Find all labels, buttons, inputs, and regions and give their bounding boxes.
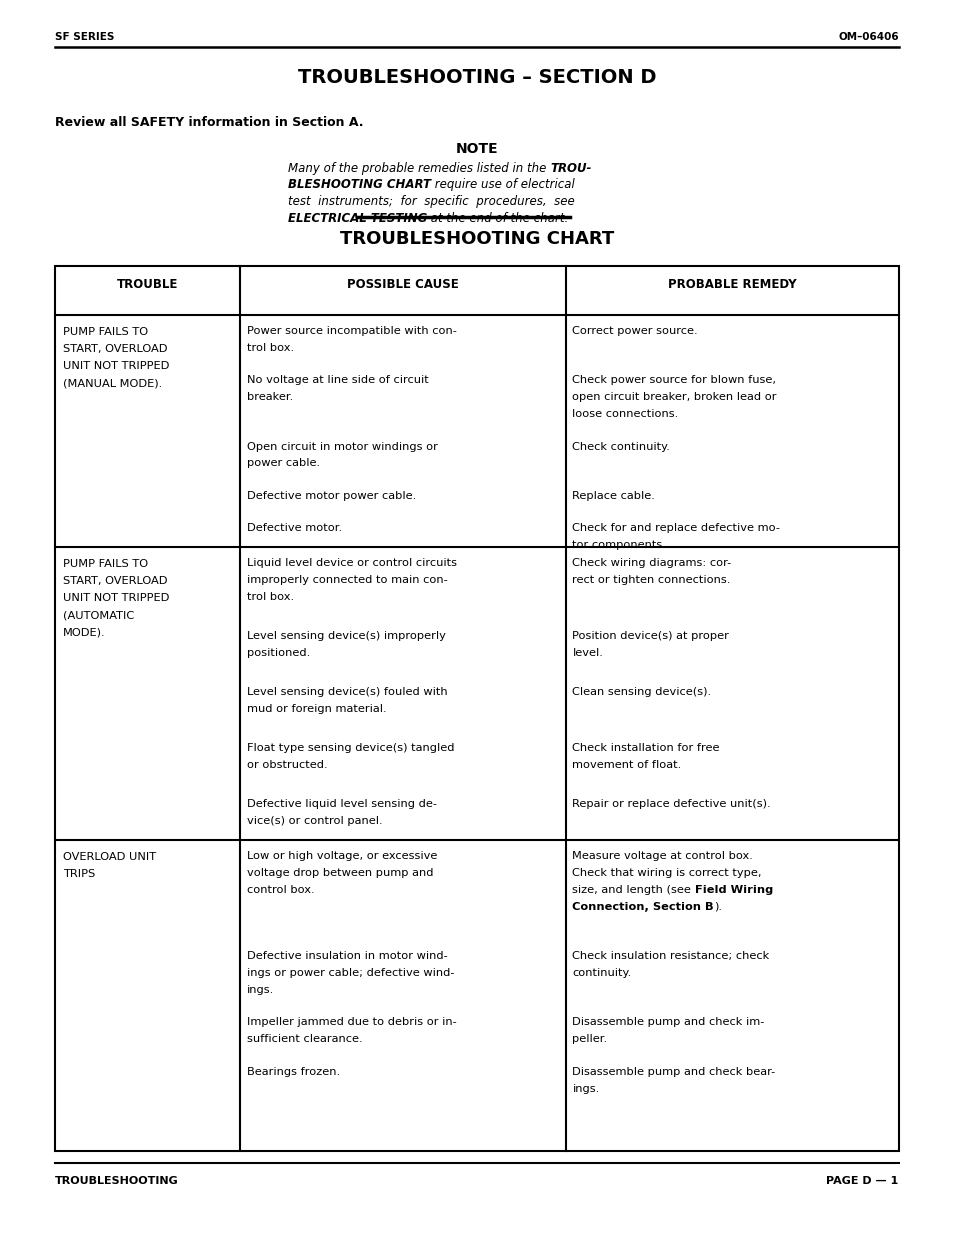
Text: Measure voltage at control box.: Measure voltage at control box. (572, 851, 753, 861)
Text: PUMP FAILS TO: PUMP FAILS TO (63, 559, 148, 569)
Text: size, and length (see: size, and length (see (572, 885, 694, 895)
Text: PROBABLE REMEDY: PROBABLE REMEDY (667, 278, 796, 291)
Text: TROU-: TROU- (550, 162, 591, 175)
Text: power cable.: power cable. (247, 458, 320, 468)
Text: POSSIBLE CAUSE: POSSIBLE CAUSE (347, 278, 458, 291)
Text: Low or high voltage, or excessive: Low or high voltage, or excessive (247, 851, 437, 861)
Text: mud or foreign material.: mud or foreign material. (247, 704, 386, 714)
Text: MODE).: MODE). (63, 627, 106, 637)
Text: TROUBLE: TROUBLE (117, 278, 178, 291)
Text: UNIT NOT TRIPPED: UNIT NOT TRIPPED (63, 362, 170, 372)
Text: or obstructed.: or obstructed. (247, 760, 328, 769)
Text: tor components.: tor components. (572, 540, 665, 550)
Text: peller.: peller. (572, 1035, 607, 1045)
Text: Level sensing device(s) fouled with: Level sensing device(s) fouled with (247, 687, 447, 697)
Text: ings.: ings. (247, 986, 274, 995)
Text: Position device(s) at proper: Position device(s) at proper (572, 631, 728, 641)
Text: Disassemble pump and check im-: Disassemble pump and check im- (572, 1018, 764, 1028)
Text: Clean sensing device(s).: Clean sensing device(s). (572, 687, 711, 697)
Text: Defective liquid level sensing de-: Defective liquid level sensing de- (247, 799, 436, 809)
Text: Check power source for blown fuse,: Check power source for blown fuse, (572, 375, 776, 385)
Text: Replace cable.: Replace cable. (572, 490, 655, 500)
Text: PAGE D — 1: PAGE D — 1 (825, 1176, 898, 1186)
Text: OM–06406: OM–06406 (837, 32, 898, 42)
Text: Correct power source.: Correct power source. (572, 326, 698, 336)
Text: vice(s) or control panel.: vice(s) or control panel. (247, 815, 382, 825)
Text: BLESHOOTING CHART: BLESHOOTING CHART (288, 179, 431, 191)
Text: TRIPS: TRIPS (63, 869, 95, 879)
Text: Power source incompatible with con-: Power source incompatible with con- (247, 326, 456, 336)
Text: open circuit breaker, broken lead or: open circuit breaker, broken lead or (572, 393, 776, 403)
Text: (AUTOMATIC: (AUTOMATIC (63, 610, 134, 620)
Text: level.: level. (572, 648, 602, 658)
Text: Liquid level device or control circuits: Liquid level device or control circuits (247, 558, 456, 568)
Text: Level sensing device(s) improperly: Level sensing device(s) improperly (247, 631, 445, 641)
Text: TROUBLESHOOTING: TROUBLESHOOTING (55, 1176, 179, 1186)
Text: START, OVERLOAD: START, OVERLOAD (63, 577, 168, 587)
Text: voltage drop between pump and: voltage drop between pump and (247, 868, 433, 878)
Text: Check for and replace defective mo-: Check for and replace defective mo- (572, 524, 780, 534)
Text: improperly connected to main con-: improperly connected to main con- (247, 576, 447, 585)
Bar (55, 266, 898, 1151)
Text: Many of the probable remedies listed in the: Many of the probable remedies listed in … (288, 162, 550, 175)
Text: TROUBLESHOOTING CHART: TROUBLESHOOTING CHART (339, 230, 614, 248)
Text: Check that wiring is correct type,: Check that wiring is correct type, (572, 868, 761, 878)
Text: Open circuit in motor windings or: Open circuit in motor windings or (247, 442, 437, 452)
Text: Defective motor power cable.: Defective motor power cable. (247, 490, 416, 500)
Text: UNIT NOT TRIPPED: UNIT NOT TRIPPED (63, 594, 170, 604)
Text: Check wiring diagrams: cor-: Check wiring diagrams: cor- (572, 558, 731, 568)
Text: Repair or replace defective unit(s).: Repair or replace defective unit(s). (572, 799, 770, 809)
Text: Check insulation resistance; check: Check insulation resistance; check (572, 951, 769, 961)
Text: require use of electrical: require use of electrical (431, 179, 575, 191)
Text: Defective motor.: Defective motor. (247, 524, 342, 534)
Text: test  instruments;  for  specific  procedures,  see: test instruments; for specific procedure… (288, 195, 575, 209)
Text: ings or power cable; defective wind-: ings or power cable; defective wind- (247, 968, 455, 978)
Text: PUMP FAILS TO: PUMP FAILS TO (63, 327, 148, 337)
Text: rect or tighten connections.: rect or tighten connections. (572, 576, 730, 585)
Text: at the end of the chart.: at the end of the chart. (427, 212, 568, 225)
Text: Disassemble pump and check bear-: Disassemble pump and check bear- (572, 1067, 775, 1077)
Text: Connection, Section B: Connection, Section B (572, 902, 713, 911)
Text: Field Wiring: Field Wiring (694, 885, 772, 895)
Text: sufficient clearance.: sufficient clearance. (247, 1035, 362, 1045)
Text: NOTE: NOTE (456, 142, 497, 156)
Text: ).: ). (713, 902, 721, 911)
Text: Impeller jammed due to debris or in-: Impeller jammed due to debris or in- (247, 1018, 456, 1028)
Text: Check continuity.: Check continuity. (572, 442, 670, 452)
Text: No voltage at line side of circuit: No voltage at line side of circuit (247, 375, 429, 385)
Text: Float type sensing device(s) tangled: Float type sensing device(s) tangled (247, 742, 455, 753)
Text: TROUBLESHOOTING – SECTION D: TROUBLESHOOTING – SECTION D (297, 68, 656, 86)
Text: movement of float.: movement of float. (572, 760, 681, 769)
Text: OVERLOAD UNIT: OVERLOAD UNIT (63, 852, 156, 862)
Text: breaker.: breaker. (247, 393, 293, 403)
Text: Review all SAFETY information in Section A.: Review all SAFETY information in Section… (55, 116, 363, 130)
Text: Defective insulation in motor wind-: Defective insulation in motor wind- (247, 951, 447, 961)
Text: Bearings frozen.: Bearings frozen. (247, 1067, 340, 1077)
Text: (MANUAL MODE).: (MANUAL MODE). (63, 378, 162, 388)
Text: trol box.: trol box. (247, 593, 294, 603)
Text: control box.: control box. (247, 885, 314, 895)
Text: continuity.: continuity. (572, 968, 631, 978)
Text: Check installation for free: Check installation for free (572, 742, 720, 753)
Text: ELECTRICAL TESTING: ELECTRICAL TESTING (288, 212, 427, 225)
Text: ings.: ings. (572, 1083, 599, 1093)
Text: START, OVERLOAD: START, OVERLOAD (63, 345, 168, 354)
Text: loose connections.: loose connections. (572, 409, 678, 419)
Text: SF SERIES: SF SERIES (55, 32, 114, 42)
Text: trol box.: trol box. (247, 343, 294, 353)
Text: positioned.: positioned. (247, 648, 310, 658)
